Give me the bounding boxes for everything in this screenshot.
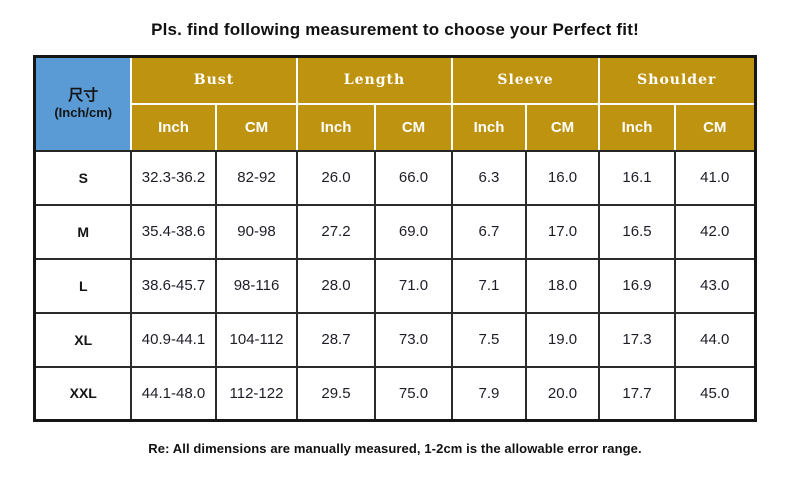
- unit-header-bust-cm: CM: [214, 102, 298, 152]
- unit-header-shoulder-inch: Inch: [598, 102, 676, 152]
- measurement-cell: 44.0: [673, 311, 757, 368]
- group-header-sleeve: Sleeve: [450, 55, 601, 105]
- size-cell: XL: [33, 311, 132, 368]
- measurement-cell: 20.0: [524, 365, 601, 422]
- measurement-disclaimer: Re: All dimensions are manually measured…: [148, 441, 642, 456]
- measurement-cell: 7.5: [450, 311, 527, 368]
- measurement-cell: 16.1: [598, 149, 676, 206]
- measurement-cell: 42.0: [673, 203, 757, 260]
- measurement-cell: 16.9: [598, 257, 676, 314]
- measurement-cell: 35.4-38.6: [129, 203, 217, 260]
- unit-header-sleeve-cm: CM: [524, 102, 601, 152]
- table-row-m: M 35.4-38.6 90-98 27.2 69.0 6.7 17.0 16.…: [33, 203, 757, 260]
- table-row-l: L 38.6-45.7 98-116 28.0 71.0 7.1 18.0 16…: [33, 257, 757, 314]
- group-header-length: Length: [295, 55, 453, 105]
- measurement-cell: 112-122: [214, 365, 298, 422]
- measurement-cell: 75.0: [373, 365, 453, 422]
- measurement-cell: 45.0: [673, 365, 757, 422]
- measurement-cell: 16.5: [598, 203, 676, 260]
- unit-header-sleeve-inch: Inch: [450, 102, 527, 152]
- measurement-cell: 19.0: [524, 311, 601, 368]
- unit-header-length-inch: Inch: [295, 102, 376, 152]
- measurement-cell: 90-98: [214, 203, 298, 260]
- measurement-cell: 29.5: [295, 365, 376, 422]
- size-header-cn-label: 尺寸: [68, 86, 99, 104]
- table-row-xxl: XXL 44.1-48.0 112-122 29.5 75.0 7.9 20.0…: [33, 365, 757, 422]
- unit-header-row: Inch CM Inch CM Inch CM Inch CM: [35, 102, 757, 152]
- measurement-cell: 28.0: [295, 257, 376, 314]
- measurement-cell: 28.7: [295, 311, 376, 368]
- measurement-cell: 17.3: [598, 311, 676, 368]
- table-row-s: S 32.3-36.2 82-92 26.0 66.0 6.3 16.0 16.…: [33, 149, 757, 206]
- measurement-cell: 82-92: [214, 149, 298, 206]
- measurement-cell: 44.1-48.0: [129, 365, 217, 422]
- measurement-cell: 17.0: [524, 203, 601, 260]
- group-header-shoulder: Shoulder: [597, 55, 757, 105]
- page-title: Pls. find following measurement to choos…: [151, 20, 639, 39]
- unit-header-shoulder-cm: CM: [673, 102, 757, 152]
- measurement-cell: 98-116: [214, 257, 298, 314]
- measurement-cell: 32.3-36.2: [129, 149, 217, 206]
- size-cell: S: [33, 149, 132, 206]
- measurement-cell: 6.7: [450, 203, 527, 260]
- table-row-xl: XL 40.9-44.1 104-112 28.7 73.0 7.5 19.0 …: [33, 311, 757, 368]
- size-cell: XXL: [33, 365, 132, 422]
- unit-header-bust-inch: Inch: [129, 102, 217, 152]
- measurement-cell: 41.0: [673, 149, 757, 206]
- measurement-cell: 66.0: [373, 149, 453, 206]
- size-cell: M: [33, 203, 132, 260]
- measurement-cell: 7.9: [450, 365, 527, 422]
- unit-header-length-cm: CM: [373, 102, 453, 152]
- measurement-cell: 6.3: [450, 149, 527, 206]
- measurement-cell: 73.0: [373, 311, 453, 368]
- measurement-cell: 71.0: [373, 257, 453, 314]
- measurement-cell: 43.0: [673, 257, 757, 314]
- measurement-cell: 16.0: [524, 149, 601, 206]
- group-header-row: 尺寸 (Inch/cm) Bust Length Sleeve Shoulder: [33, 55, 757, 152]
- size-cell: L: [33, 257, 132, 314]
- size-chart-table: 尺寸 (Inch/cm) Bust Length Sleeve Shoulder…: [33, 55, 757, 422]
- measurement-cell: 17.7: [598, 365, 676, 422]
- measurement-cell: 40.9-44.1: [129, 311, 217, 368]
- size-header-unit-label: (Inch/cm): [54, 105, 113, 121]
- measurement-cell: 27.2: [295, 203, 376, 260]
- measurement-cell: 26.0: [295, 149, 376, 206]
- measurement-cell: 18.0: [524, 257, 601, 314]
- measurement-cell: 7.1: [450, 257, 527, 314]
- measurement-cell: 38.6-45.7: [129, 257, 217, 314]
- size-header-cell: 尺寸 (Inch/cm): [33, 55, 132, 152]
- measurement-cell: 104-112: [214, 311, 298, 368]
- measurement-cell: 69.0: [373, 203, 453, 260]
- group-header-bust: Bust: [129, 55, 298, 105]
